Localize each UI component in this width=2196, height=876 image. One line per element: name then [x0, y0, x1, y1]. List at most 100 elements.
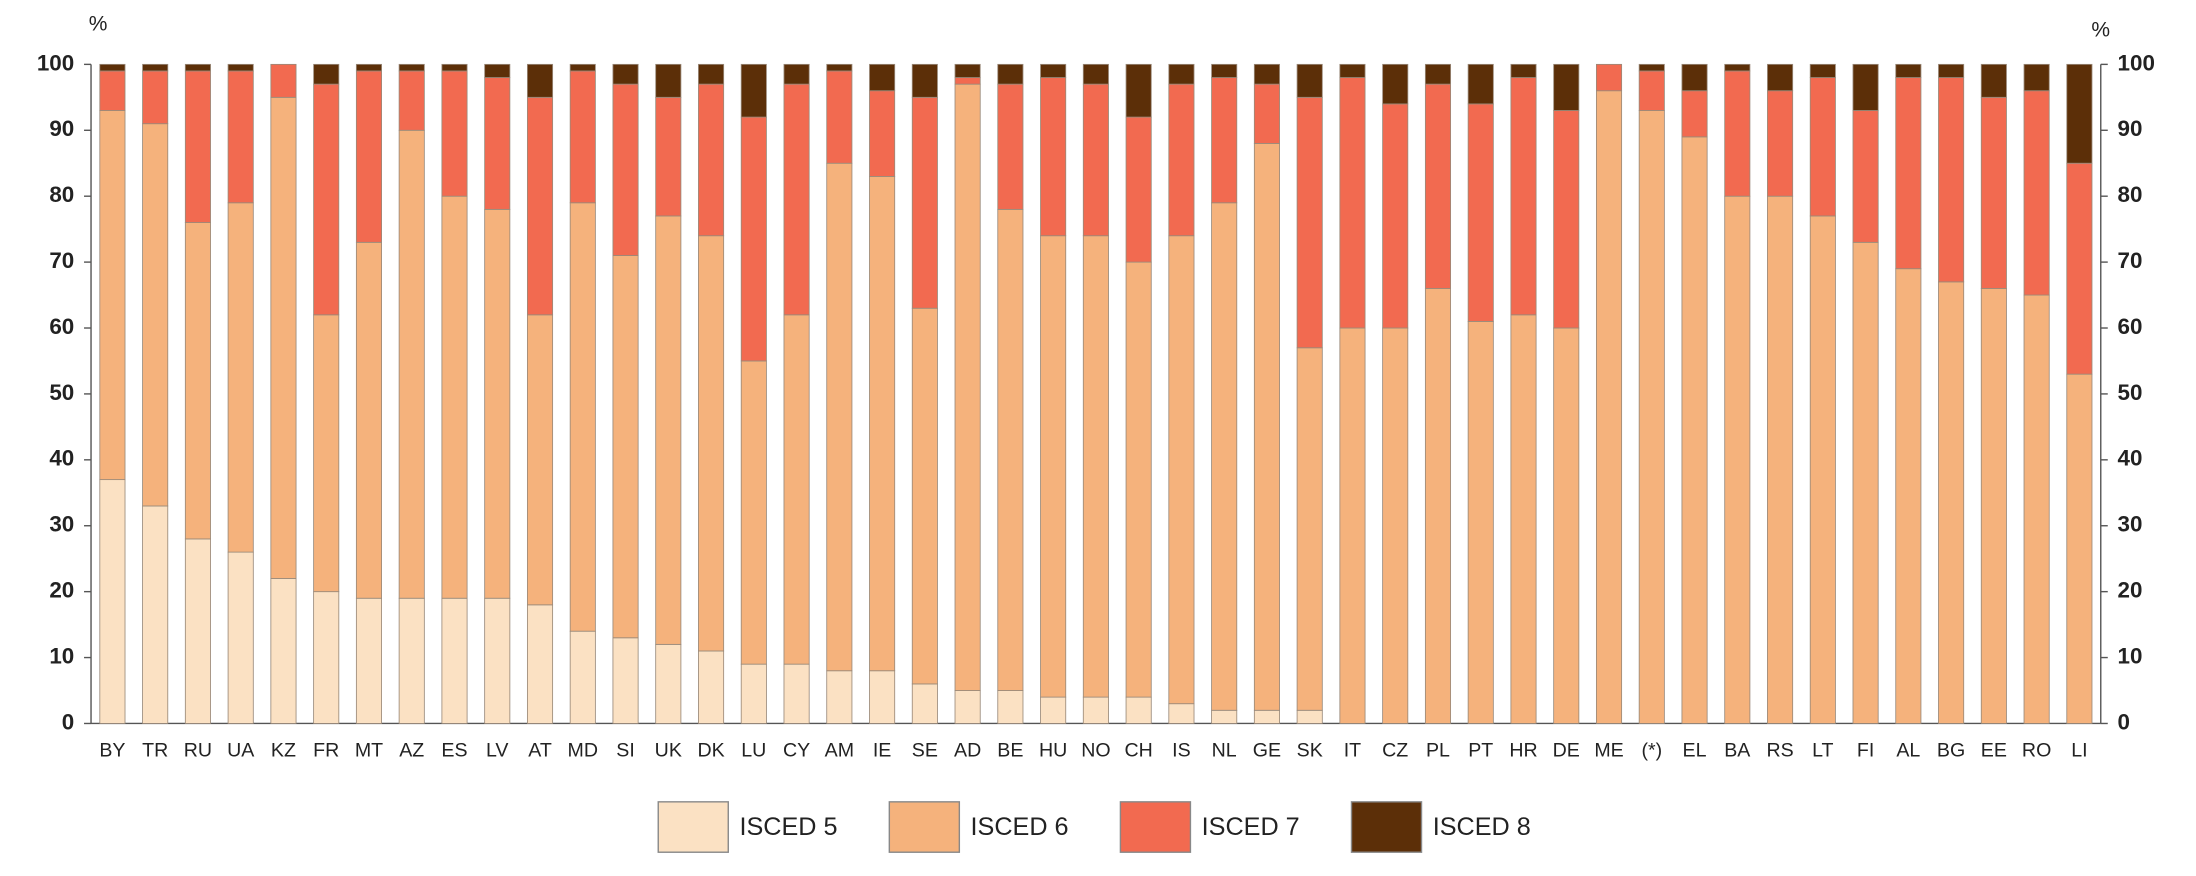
bar-segment	[1638, 110, 1665, 724]
bar-segment	[355, 70, 382, 243]
x-tick-label: UA	[227, 740, 255, 762]
bar-segment	[441, 70, 468, 197]
bar-segment	[1424, 83, 1452, 289]
bar-segment	[184, 222, 211, 540]
y2-tick-label: 50	[2118, 380, 2143, 405]
bar-segment	[740, 360, 767, 665]
bar-segment	[740, 63, 767, 118]
bar-segment	[1168, 235, 1195, 705]
bar-segment	[612, 83, 639, 256]
y-tick-label: 10	[49, 643, 74, 668]
bar-segment	[1339, 77, 1366, 329]
bar-segment	[1082, 696, 1109, 724]
bar-segment	[1809, 215, 1836, 724]
x-tick-label: FR	[313, 740, 339, 762]
bar-segment	[655, 63, 682, 98]
bar-segment	[1040, 696, 1067, 724]
bar-segment	[270, 578, 297, 724]
x-tick-label: SE	[912, 740, 938, 762]
bar-segment	[441, 597, 468, 724]
bar-segment	[1211, 63, 1238, 78]
bar-segment	[911, 63, 938, 98]
x-tick-label: FI	[1857, 740, 1874, 762]
x-tick-label: SI	[616, 740, 635, 762]
bar-segment	[227, 63, 254, 72]
x-tick-label: BY	[99, 740, 125, 762]
bar-segment	[1638, 70, 1665, 111]
bar-segment	[142, 63, 169, 72]
x-tick-label: CY	[783, 740, 810, 762]
bar-segment	[1510, 77, 1537, 316]
y2-tick-label: 100	[2118, 50, 2155, 75]
bar-segment	[484, 63, 511, 78]
bar-segment	[612, 63, 639, 85]
x-tick-label: RS	[1766, 740, 1793, 762]
x-tick-label: RU	[184, 740, 212, 762]
bar-segment	[313, 314, 340, 593]
y2-tick-label: 80	[2118, 182, 2143, 207]
bar-segment	[783, 314, 810, 665]
bar-segment	[698, 650, 725, 724]
bar-segment	[997, 690, 1024, 724]
x-tick-label: NO	[1081, 740, 1110, 762]
bar-segment	[398, 63, 425, 72]
y2-tick-label: 0	[2118, 709, 2130, 734]
bar-segment	[1595, 90, 1623, 724]
x-tick-label: CZ	[1382, 740, 1408, 762]
bar-segment	[783, 663, 810, 724]
x-tick-label: RO	[2022, 740, 2051, 762]
bar-segment	[954, 77, 981, 85]
bar-segment	[1767, 63, 1794, 92]
y2-tick-label: 20	[2118, 578, 2143, 603]
y2-tick-label: 70	[2118, 248, 2143, 273]
bar-segment	[1082, 63, 1109, 85]
bar-segment	[184, 70, 211, 223]
x-tick-label: AL	[1896, 740, 1920, 762]
bar-segment	[783, 63, 810, 85]
bar-segment	[954, 83, 981, 691]
bar-segment	[526, 63, 554, 98]
bar-segment	[911, 96, 938, 309]
bar-segment	[1938, 63, 1965, 78]
y-tick-label: 20	[49, 578, 74, 603]
bar-segment	[1638, 63, 1665, 72]
bar-segment	[1211, 709, 1238, 724]
y-tick-label: 70	[49, 248, 74, 273]
bar-segment	[997, 83, 1024, 210]
x-tick-label: UK	[655, 740, 682, 762]
bar-segment	[1681, 63, 1708, 92]
legend-swatch	[888, 801, 961, 853]
bar-segment	[484, 208, 511, 599]
x-tick-label: DE	[1553, 740, 1580, 762]
bar-segment	[2066, 63, 2093, 164]
bar-segment	[1125, 696, 1152, 724]
bar-segment	[1553, 110, 1580, 329]
bar-segment	[783, 83, 810, 316]
bar-segment	[1553, 63, 1580, 111]
bar-segment	[1125, 63, 1152, 118]
bar-segment	[313, 83, 340, 316]
bar-segment	[1938, 281, 1965, 724]
x-tick-label: LT	[1812, 740, 1833, 762]
x-tick-label: IT	[1344, 740, 1361, 762]
bar-segment	[184, 63, 211, 72]
bar-segment	[1595, 63, 1623, 92]
bar-segment	[1467, 63, 1494, 105]
x-tick-label: HR	[1509, 740, 1537, 762]
bar-segment	[1424, 63, 1452, 85]
bar-segment	[227, 202, 254, 553]
bar-segment	[1168, 83, 1195, 237]
x-tick-label: EE	[1981, 740, 2007, 762]
bar-segment	[1296, 347, 1323, 711]
bar-segment	[612, 255, 639, 639]
bar-segment	[698, 63, 725, 85]
bar-segment	[1040, 235, 1067, 698]
x-tick-label: (*)	[1641, 740, 1662, 762]
bar-segment	[1938, 77, 1965, 283]
bar-segment	[1510, 314, 1537, 724]
x-tick-label: LV	[486, 740, 509, 762]
bar-segment	[1767, 195, 1794, 724]
bar-segment	[869, 175, 896, 672]
